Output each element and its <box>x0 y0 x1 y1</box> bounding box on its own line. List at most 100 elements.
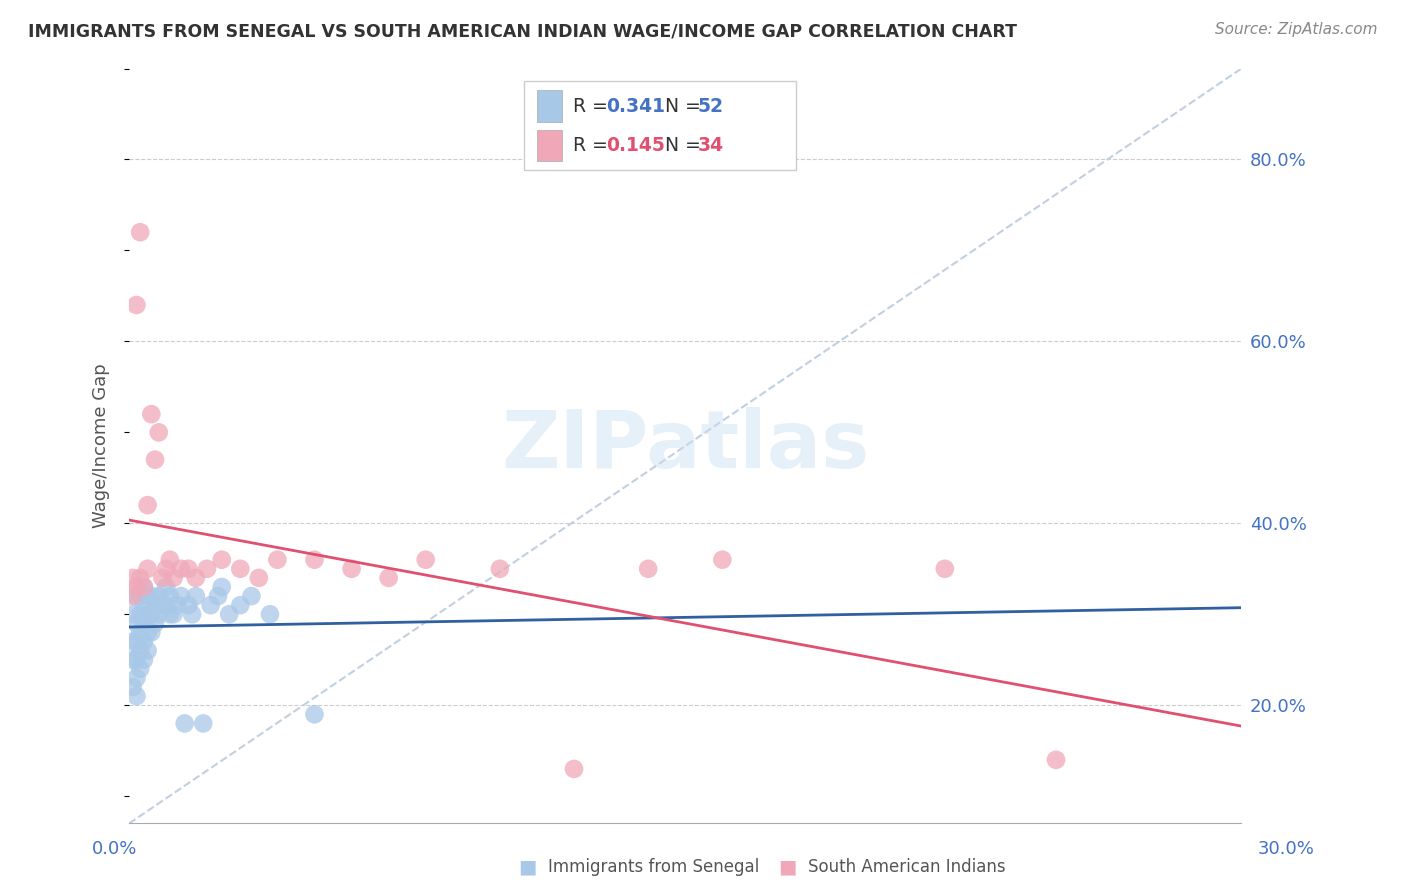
Text: 0.341: 0.341 <box>606 96 665 116</box>
Point <box>181 607 204 622</box>
Point <box>162 571 184 585</box>
Text: ZIPatlas: ZIPatlas <box>501 407 869 485</box>
Point <box>136 607 159 622</box>
Point <box>177 598 200 612</box>
Point <box>259 607 281 622</box>
Point <box>143 616 166 631</box>
Point <box>195 562 218 576</box>
Point <box>125 689 148 703</box>
Point <box>218 607 240 622</box>
Point <box>247 571 270 585</box>
Point <box>132 580 155 594</box>
Point <box>155 562 177 576</box>
Point <box>141 625 163 640</box>
Point <box>136 498 159 512</box>
Point <box>207 589 229 603</box>
Point <box>125 589 148 603</box>
Point <box>125 298 148 312</box>
Point <box>143 452 166 467</box>
Point <box>211 552 233 566</box>
Point <box>121 653 143 667</box>
Text: ■: ■ <box>778 857 797 877</box>
Point <box>121 634 143 648</box>
Point <box>415 552 437 566</box>
Point <box>155 580 177 594</box>
Point <box>121 680 143 694</box>
Point <box>152 598 174 612</box>
Point <box>159 607 181 622</box>
Point <box>211 580 233 594</box>
Point <box>173 716 195 731</box>
Point <box>184 589 207 603</box>
Text: N =: N = <box>665 136 707 155</box>
Text: 34: 34 <box>697 136 724 155</box>
Point <box>184 571 207 585</box>
FancyBboxPatch shape <box>537 90 562 122</box>
Point <box>193 716 215 731</box>
Point <box>170 562 193 576</box>
Point <box>155 598 177 612</box>
Point <box>240 589 263 603</box>
Point <box>125 653 148 667</box>
Point <box>125 634 148 648</box>
Point <box>141 589 163 603</box>
Point <box>141 407 163 421</box>
Point <box>136 625 159 640</box>
Point <box>132 653 155 667</box>
Point <box>129 662 152 676</box>
Point <box>129 225 152 239</box>
Point <box>121 607 143 622</box>
Text: 0.0%: 0.0% <box>91 840 136 858</box>
Point <box>377 571 399 585</box>
Point <box>136 643 159 657</box>
Point <box>152 571 174 585</box>
Point <box>166 598 188 612</box>
Point <box>125 616 148 631</box>
Text: N =: N = <box>665 96 707 116</box>
Point <box>136 562 159 576</box>
Point <box>266 552 288 566</box>
Point <box>159 589 181 603</box>
Point <box>121 571 143 585</box>
FancyBboxPatch shape <box>537 129 562 161</box>
Text: R =: R = <box>572 136 614 155</box>
Point <box>177 562 200 576</box>
Text: 52: 52 <box>697 96 724 116</box>
Point <box>304 707 326 722</box>
Point <box>711 552 734 566</box>
Point <box>125 671 148 685</box>
Point <box>304 552 326 566</box>
Text: Source: ZipAtlas.com: Source: ZipAtlas.com <box>1215 22 1378 37</box>
Point <box>562 762 585 776</box>
Point <box>148 607 170 622</box>
Text: Immigrants from Senegal: Immigrants from Senegal <box>548 858 759 876</box>
Point <box>143 598 166 612</box>
Point <box>132 634 155 648</box>
Point <box>129 625 152 640</box>
Point <box>129 643 152 657</box>
Point <box>129 589 152 603</box>
Point <box>125 580 148 594</box>
Point <box>1045 753 1067 767</box>
Text: IMMIGRANTS FROM SENEGAL VS SOUTH AMERICAN INDIAN WAGE/INCOME GAP CORRELATION CHA: IMMIGRANTS FROM SENEGAL VS SOUTH AMERICA… <box>28 22 1017 40</box>
Text: R =: R = <box>572 96 614 116</box>
Text: ■: ■ <box>517 857 537 877</box>
Point <box>162 607 184 622</box>
Y-axis label: Wage/Income Gap: Wage/Income Gap <box>93 364 110 528</box>
Point <box>229 598 252 612</box>
Text: 30.0%: 30.0% <box>1258 840 1315 858</box>
FancyBboxPatch shape <box>524 81 796 170</box>
Point <box>340 562 363 576</box>
Point <box>121 589 143 603</box>
Point <box>489 562 512 576</box>
Point <box>132 580 155 594</box>
Point <box>132 616 155 631</box>
Text: South American Indians: South American Indians <box>808 858 1007 876</box>
Point <box>159 552 181 566</box>
Point <box>637 562 659 576</box>
Point <box>148 425 170 440</box>
Point <box>148 589 170 603</box>
Point <box>141 607 163 622</box>
Point <box>132 598 155 612</box>
Point <box>170 589 193 603</box>
